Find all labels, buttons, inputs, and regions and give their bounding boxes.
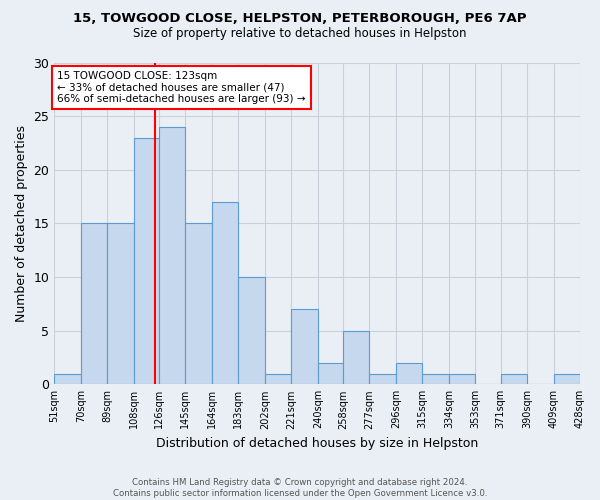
Bar xyxy=(554,374,580,384)
Bar xyxy=(500,374,527,384)
Bar xyxy=(343,330,370,384)
Bar xyxy=(212,202,238,384)
Bar xyxy=(318,363,343,384)
Bar xyxy=(54,374,81,384)
Bar xyxy=(185,224,212,384)
Bar xyxy=(449,374,475,384)
Bar xyxy=(292,309,318,384)
Bar xyxy=(107,224,134,384)
Bar xyxy=(422,374,449,384)
Y-axis label: Number of detached properties: Number of detached properties xyxy=(15,125,28,322)
Bar xyxy=(265,374,292,384)
Bar xyxy=(159,127,185,384)
Bar xyxy=(238,277,265,384)
Bar xyxy=(370,374,396,384)
Text: 15, TOWGOOD CLOSE, HELPSTON, PETERBOROUGH, PE6 7AP: 15, TOWGOOD CLOSE, HELPSTON, PETERBOROUG… xyxy=(73,12,527,26)
Text: 15 TOWGOOD CLOSE: 123sqm
← 33% of detached houses are smaller (47)
66% of semi-d: 15 TOWGOOD CLOSE: 123sqm ← 33% of detach… xyxy=(57,71,305,104)
Bar xyxy=(396,363,422,384)
Bar xyxy=(81,224,107,384)
Bar xyxy=(134,138,159,384)
Text: Contains HM Land Registry data © Crown copyright and database right 2024.
Contai: Contains HM Land Registry data © Crown c… xyxy=(113,478,487,498)
Text: Size of property relative to detached houses in Helpston: Size of property relative to detached ho… xyxy=(133,28,467,40)
X-axis label: Distribution of detached houses by size in Helpston: Distribution of detached houses by size … xyxy=(156,437,478,450)
